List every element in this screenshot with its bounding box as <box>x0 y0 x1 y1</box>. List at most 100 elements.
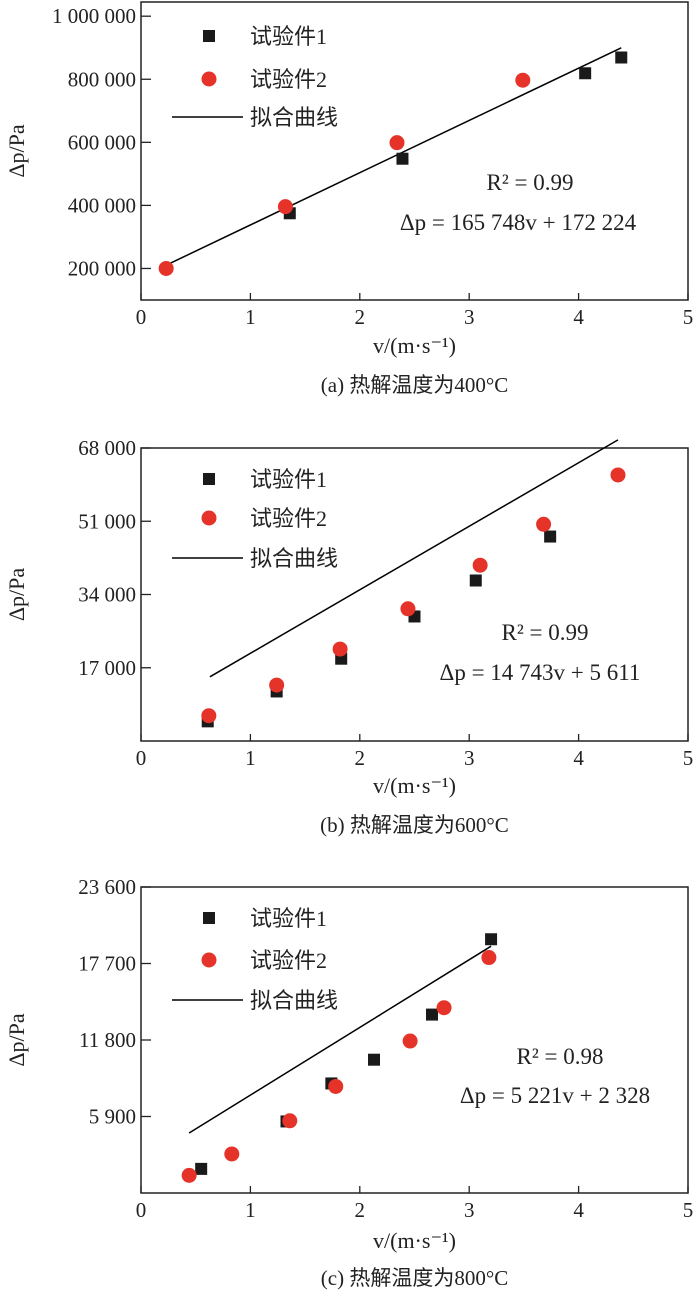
x-tick-label: 5 <box>683 305 694 329</box>
x-axis-label: v/(m·s⁻¹) <box>373 333 456 358</box>
y-tick-label: 51 000 <box>78 509 136 533</box>
fit-line <box>209 439 619 678</box>
x-tick-label: 4 <box>573 1198 584 1222</box>
data-point-series2 <box>201 708 217 724</box>
y-tick-label: 5 900 <box>89 1105 136 1129</box>
data-point-series2 <box>436 1000 452 1016</box>
x-axis-label: v/(m·s⁻¹) <box>373 773 456 798</box>
data-point-series1 <box>195 1162 208 1175</box>
x-tick-label: 2 <box>355 305 366 329</box>
data-point-series2 <box>277 199 293 215</box>
data-point-series2 <box>224 1146 240 1162</box>
legend-label: 拟合曲线 <box>250 105 338 130</box>
data-point-series2 <box>158 260 174 276</box>
y-axis-label: Δp/Pa <box>4 568 29 621</box>
x-tick-label: 4 <box>573 305 584 329</box>
r-squared-annotation: R² = 0.98 <box>517 1044 604 1069</box>
data-point-series2 <box>282 1113 298 1129</box>
fit-equation-annotation: Δp = 14 743v + 5 611 <box>440 660 641 685</box>
x-tick-label: 4 <box>573 746 584 770</box>
chart-panel-b: 0 1 2 3 4 5 17 000 34 000 51 000 68 000 v/(m·s⁻¹) Δ… <box>4 436 693 837</box>
x-axis-label: v/(m·s⁻¹) <box>373 1228 456 1253</box>
chart-panel-c: 0 1 2 3 4 5 5 900 11 800 17 700 23 600 v/(m·s⁻¹) Δp… <box>4 875 693 1290</box>
data-point-series1 <box>469 574 482 587</box>
legend-square-marker <box>203 912 215 924</box>
data-point-series2 <box>515 72 531 88</box>
data-point-series1 <box>368 1053 381 1066</box>
panel-caption: (a) 热解温度为400°C <box>321 373 508 397</box>
data-point-series2 <box>389 135 405 151</box>
data-point-series1 <box>579 67 592 80</box>
plot-frame <box>140 447 689 742</box>
data-point-series2 <box>400 601 416 617</box>
r-squared-annotation: R² = 0.99 <box>502 620 589 645</box>
y-tick-label: 800 000 <box>68 67 136 91</box>
y-tick-label: 11 800 <box>79 1028 136 1052</box>
x-tick-label: 1 <box>245 1198 256 1222</box>
data-point-series1 <box>396 152 409 165</box>
x-tick-label: 2 <box>355 1198 366 1222</box>
x-tick-label: 3 <box>464 746 475 770</box>
y-tick-label: 68 000 <box>78 436 136 460</box>
data-point-series1 <box>544 530 557 543</box>
legend-label: 拟合曲线 <box>250 546 338 571</box>
legend-label: 试验件2 <box>250 67 327 92</box>
legend-circle-marker <box>201 952 217 968</box>
legend-circle-marker <box>201 71 217 87</box>
x-tick-label: 1 <box>245 305 256 329</box>
data-point-series2 <box>472 557 488 573</box>
legend-circle-marker <box>201 510 217 526</box>
legend-label: 拟合曲线 <box>250 988 338 1013</box>
legend-label: 试验件1 <box>250 906 327 931</box>
data-point-series1 <box>426 1008 439 1021</box>
data-point-series2 <box>269 677 285 693</box>
chart-panel-a: 0 1 2 3 4 5 200 000 400 000 600 000 800 000 1 000 … <box>4 1 694 397</box>
x-tick-label: 3 <box>464 1198 475 1222</box>
data-point-series2 <box>402 1033 418 1049</box>
data-point-series2 <box>481 950 497 966</box>
x-tick-label: 0 <box>136 1198 147 1222</box>
y-tick-label: 1 000 000 <box>52 4 136 28</box>
y-axis-label: Δp/Pa <box>4 124 29 177</box>
legend: 试验件1 试验件2 拟合曲线 <box>172 906 338 1013</box>
legend-label: 试验件1 <box>250 24 327 49</box>
x-tick-label: 5 <box>683 746 694 770</box>
y-tick-label: 600 000 <box>68 130 136 154</box>
x-tick-label: 0 <box>136 305 147 329</box>
plot-frame <box>140 1 689 301</box>
x-tick-label: 1 <box>245 746 256 770</box>
x-tick-label: 5 <box>683 1198 694 1222</box>
y-tick-label: 23 600 <box>78 875 136 899</box>
fit-line <box>188 945 492 1134</box>
y-tick-label: 34 000 <box>78 583 136 607</box>
legend-label: 试验件2 <box>250 506 327 531</box>
data-point-series2 <box>536 516 552 532</box>
y-axis-label: Δp/Pa <box>4 1013 29 1066</box>
data-point-series1 <box>615 51 628 64</box>
legend-label: 试验件2 <box>250 948 327 973</box>
y-tick-label: 17 000 <box>78 656 136 680</box>
legend: 试验件1 试验件2 拟合曲线 <box>172 24 338 130</box>
fit-line <box>165 47 622 266</box>
panel-caption: (b) 热解温度为600°C <box>320 813 509 837</box>
y-tick-label: 200 000 <box>68 256 136 280</box>
legend-square-marker <box>203 473 215 485</box>
fit-equation-annotation: Δp = 165 748v + 172 224 <box>400 210 637 235</box>
x-tick-label: 3 <box>464 305 475 329</box>
y-tick-label: 400 000 <box>68 193 136 217</box>
legend: 试验件1 试验件2 拟合曲线 <box>172 467 338 571</box>
data-point-series2 <box>181 1167 197 1183</box>
data-point-series2 <box>610 467 626 483</box>
data-point-series2 <box>328 1078 344 1094</box>
r-squared-annotation: R² = 0.99 <box>487 170 574 195</box>
legend-label: 试验件1 <box>250 467 327 492</box>
panel-caption: (c) 热解温度为800°C <box>321 1266 508 1290</box>
y-tick-label: 17 700 <box>78 952 136 976</box>
legend-square-marker <box>203 30 215 42</box>
x-tick-label: 0 <box>136 746 147 770</box>
x-tick-label: 2 <box>355 746 366 770</box>
data-point-series1 <box>485 933 498 946</box>
fit-equation-annotation: Δp = 5 221v + 2 328 <box>460 1083 650 1108</box>
data-point-series2 <box>332 641 348 657</box>
